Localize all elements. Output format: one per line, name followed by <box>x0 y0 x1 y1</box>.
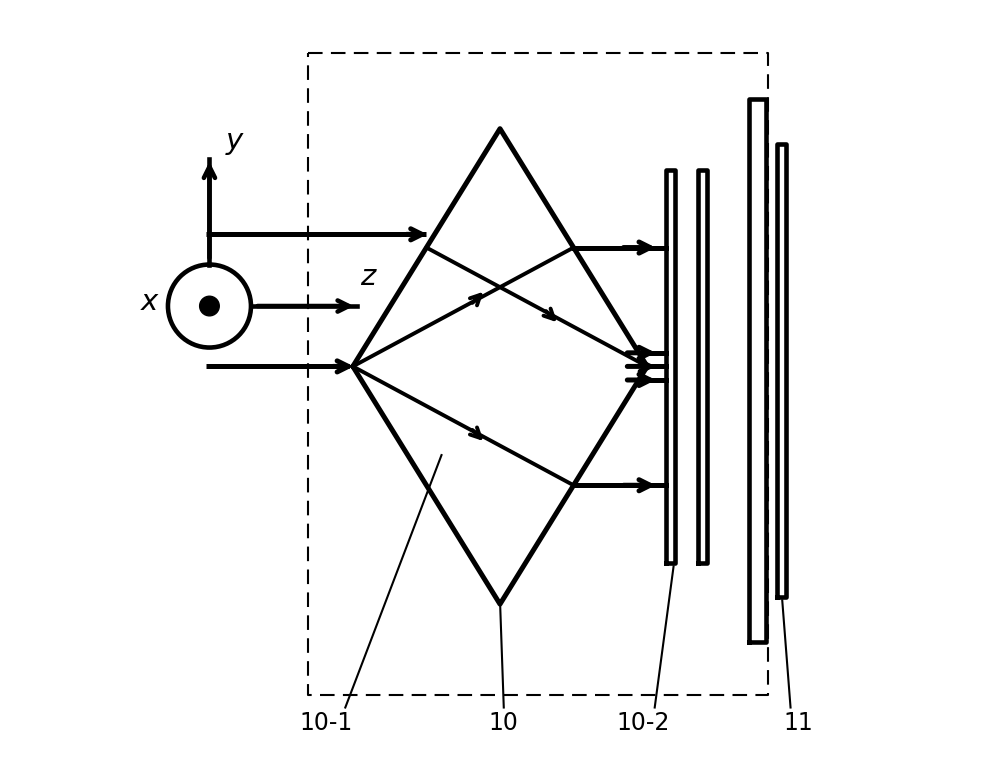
Text: x: x <box>140 288 158 316</box>
Text: 10-1: 10-1 <box>300 710 353 735</box>
Text: z: z <box>360 263 376 291</box>
Circle shape <box>200 296 219 316</box>
Text: 11: 11 <box>783 710 813 735</box>
Text: y: y <box>226 127 243 155</box>
Text: 10: 10 <box>489 710 519 735</box>
Text: 10-2: 10-2 <box>617 710 670 735</box>
